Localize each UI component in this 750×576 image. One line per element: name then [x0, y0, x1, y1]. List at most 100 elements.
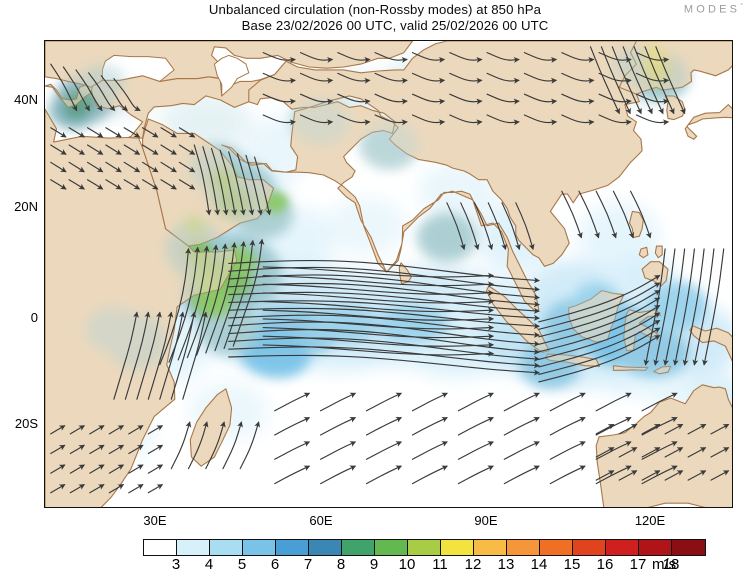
- streamline-neasia-4: [633, 46, 664, 115]
- streamline-sahara-6-1: [160, 144, 177, 155]
- streamline-eurasia-8-0: [561, 52, 595, 63]
- streamline-eurasia-6-1: [486, 72, 520, 84]
- streamline-philsea-4: [682, 248, 705, 366]
- streamline-safrica-0-1: [50, 444, 66, 455]
- streamline-scs-4: [630, 190, 652, 239]
- streamline-sindian-3-1: [411, 417, 448, 436]
- streamline-eurasia-9-2: [598, 93, 632, 105]
- streamline-sindian-2-0: [365, 392, 403, 412]
- streamline-sahara-2-3: [86, 179, 104, 190]
- streamline-eurasia-3-2: [374, 93, 408, 105]
- streamline-australia-2-1: [641, 447, 661, 458]
- streamline-sindian-0-2: [274, 441, 311, 460]
- streamline-bengal-2: [473, 202, 494, 251]
- colorbar[interactable]: [143, 539, 706, 556]
- streamline-sindian-6-0: [549, 392, 586, 412]
- streamline-sindian-1-3: [320, 465, 357, 485]
- streamline-mozambique-3: [222, 421, 243, 470]
- streamline-sahara-1-0: [68, 127, 85, 138]
- streamline-safrica-1-1: [69, 444, 85, 455]
- streamline-equatorial-0: [228, 260, 540, 284]
- streamline-eurasia-4-1: [411, 72, 446, 84]
- landmass-philippines-samar: [654, 245, 663, 259]
- streamline-sahara-4-3: [123, 179, 141, 190]
- streamline-sindian-3-0: [411, 392, 448, 412]
- streamline-sahara-3-0: [105, 127, 122, 138]
- streamline-safrica-0-2: [50, 464, 66, 474]
- streamline-maritime-2: [538, 320, 661, 368]
- colorbar-cell-7: [375, 540, 408, 555]
- streamline-eurasia-8-1: [561, 72, 595, 84]
- streamline-sindian-0-1: [274, 417, 311, 436]
- streamline-sahara-6-3: [160, 179, 177, 190]
- speed-shade-over-high-4: [208, 167, 238, 193]
- streamline-safrica-3-0: [108, 425, 125, 435]
- streamline-safrica-1-3: [69, 484, 85, 494]
- streamline-eurasia-3-3: [374, 114, 408, 126]
- streamline-eurasia-8-3: [561, 114, 595, 126]
- streamline-eurasia-4-2: [411, 93, 446, 105]
- ytick-label-40n: 40N: [14, 92, 38, 107]
- streamline-sahara-5-0: [142, 127, 159, 138]
- streamline-sahara-0-3: [50, 179, 67, 190]
- streamline-australia-0-2: [595, 470, 615, 481]
- streamline-safrica-2-0: [89, 425, 105, 435]
- streamline-arabia-7: [254, 156, 272, 216]
- streamline-equatorial-b-6: [262, 318, 495, 331]
- streamline-eurasia-3-0: [374, 52, 408, 63]
- xtick-label-120e: 120E: [634, 513, 666, 528]
- streamline-sindian-5-1: [503, 417, 540, 436]
- streamline-arabia-1: [202, 146, 221, 216]
- streamline-sindian-1-0: [320, 392, 357, 412]
- streamline-aegean-1: [62, 66, 90, 112]
- streamline-safrica-2-1: [89, 444, 105, 455]
- streamline-sindian-4-3: [457, 465, 494, 485]
- streamline-neasia-1: [600, 46, 631, 115]
- streamline-australia-4-2: [687, 470, 707, 481]
- streamline-eurasia-5-2: [449, 93, 483, 105]
- streamline-maritime-1: [538, 327, 661, 375]
- streamline-neasia-0: [589, 46, 620, 115]
- streamline-equatorial-12: [228, 354, 540, 376]
- streamline-arabia-2: [210, 147, 229, 216]
- streamline-neasia-2: [611, 46, 642, 115]
- sea-caspian-fill: [213, 54, 250, 97]
- streamline-somali-6: [214, 240, 247, 352]
- streamline-maritime-6: [538, 290, 661, 338]
- streamline-eurasia-0-3: [262, 114, 296, 126]
- streamline-australia-1-2: [618, 470, 638, 481]
- colorbar-unit-label: m/s: [652, 556, 677, 573]
- streamline-sahara-5-1: [142, 144, 159, 155]
- streamline-sahara-6-0: [160, 127, 177, 138]
- streamline-sahara-7-2: [178, 161, 196, 173]
- streamline-eurasia-5-0: [449, 52, 483, 63]
- colorbar-cell-11: [507, 540, 540, 555]
- streamline-eurasia-2-3: [337, 114, 371, 126]
- streamline-equatorial-b-8: [262, 335, 495, 348]
- streamline-australia-5-2: [710, 470, 730, 481]
- colorbar-tick-12: 12: [464, 556, 482, 573]
- colorbar-cell-2: [210, 540, 243, 555]
- streamline-equatorial-6: [228, 307, 540, 329]
- modes-logo: MODES°: [684, 3, 743, 16]
- chart-subtitle: Base 23/02/2026 00 UTC, valid 25/02/2026…: [241, 17, 549, 33]
- colorbar-cell-13: [573, 540, 606, 555]
- streamline-eafrica-3: [147, 311, 174, 400]
- streamline-scs-3: [612, 190, 635, 239]
- streamline-eurasia-1-0: [299, 52, 334, 63]
- streamline-sahara-3-1: [105, 144, 122, 155]
- colorbar-cell-8: [408, 540, 441, 555]
- colorbar-tick-16: 16: [596, 556, 614, 573]
- streamline-arabia-5: [236, 153, 255, 216]
- landmass-australia-nw: [595, 384, 732, 507]
- streamline-australia-0-0: [595, 424, 615, 435]
- streamline-neasia-3: [622, 46, 653, 115]
- streamline-safrica-4-3: [128, 484, 144, 494]
- speed-shade-over-mid-12: [378, 306, 447, 342]
- streamline-arabia-6: [245, 154, 263, 216]
- map-plot-area[interactable]: [44, 40, 733, 508]
- streamline-sahara-0-0: [50, 127, 67, 138]
- colorbar-tick-9: 9: [369, 556, 379, 573]
- streamline-eurasia-5-3: [449, 114, 483, 126]
